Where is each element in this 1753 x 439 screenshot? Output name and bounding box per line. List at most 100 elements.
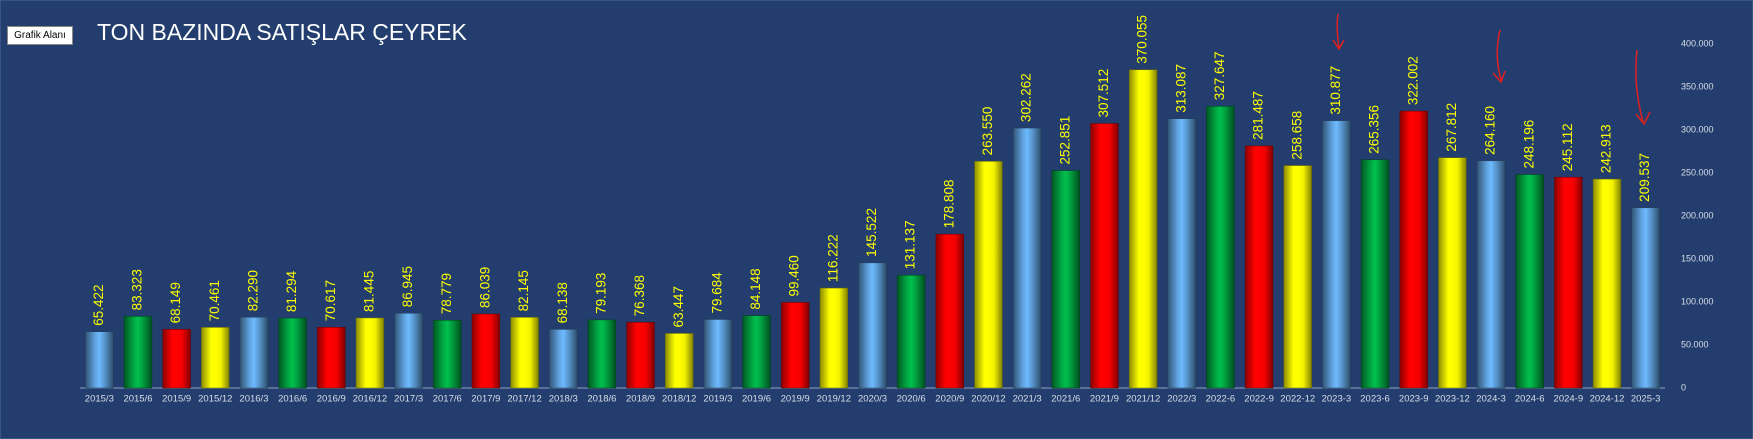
x-tick-label: 2016/3 <box>239 394 268 405</box>
bar <box>1631 207 1660 389</box>
x-tick-label: 2017/9 <box>471 394 500 405</box>
y-tick-label: 150.000 <box>1681 253 1714 263</box>
bar <box>162 329 191 389</box>
bar <box>317 327 346 389</box>
bar <box>1592 178 1622 389</box>
y-tick-label: 50.000 <box>1681 339 1709 349</box>
value-label: 265.356 <box>1367 105 1382 154</box>
bar <box>974 161 1003 389</box>
bar <box>1283 165 1312 389</box>
value-label: 83.323 <box>130 269 145 310</box>
value-label: 302.262 <box>1019 73 1034 122</box>
bar <box>85 331 114 389</box>
bar <box>1476 160 1506 389</box>
value-label: 116.222 <box>825 234 840 282</box>
value-label: 258.658 <box>1289 111 1304 160</box>
value-label: 81.445 <box>362 271 377 312</box>
y-tick-label: 300.000 <box>1681 124 1714 134</box>
x-tick-label: 2015/3 <box>85 394 114 405</box>
x-tick-label: 2021/12 <box>1126 394 1160 405</box>
value-label: 86.945 <box>400 266 415 307</box>
bar <box>896 274 926 389</box>
bar <box>819 287 849 389</box>
x-tick-label: 2018/6 <box>587 394 616 405</box>
x-tick-label: 2018/9 <box>626 394 655 405</box>
value-label: 209.537 <box>1637 153 1652 202</box>
value-label: 264.160 <box>1483 106 1498 155</box>
x-tick-label: 2015/12 <box>198 394 232 405</box>
value-label: 145.522 <box>864 208 879 257</box>
value-label: 310.877 <box>1328 66 1343 115</box>
value-label: 70.461 <box>207 280 222 321</box>
x-tick-label: 2022-12 <box>1280 394 1315 405</box>
x-tick-label: 2023-3 <box>1322 394 1352 405</box>
x-tick-label: 2023-9 <box>1399 394 1429 405</box>
x-tick-label: 2021/9 <box>1090 394 1119 405</box>
bar <box>278 317 307 389</box>
bar <box>394 312 423 389</box>
bar <box>1322 120 1351 389</box>
bar <box>1090 123 1119 389</box>
bar <box>123 316 153 389</box>
value-label: 79.193 <box>593 273 608 314</box>
x-tick-label: 2022-9 <box>1244 394 1274 405</box>
bar <box>239 316 269 389</box>
x-tick-label: 2019/12 <box>817 394 851 405</box>
bar <box>858 262 887 389</box>
x-tick-label: 2018/12 <box>662 394 696 405</box>
y-tick-label: 0 <box>1681 382 1686 392</box>
x-tick-label: 2021/3 <box>1013 394 1042 405</box>
value-label: 178.808 <box>941 179 956 228</box>
value-label: 245.112 <box>1560 123 1575 171</box>
value-label: 65.422 <box>91 284 106 325</box>
value-label: 248.196 <box>1521 120 1536 169</box>
bar <box>935 233 964 389</box>
bar <box>549 329 578 389</box>
bar <box>471 313 501 389</box>
value-label: 263.550 <box>980 107 995 156</box>
value-label: 307.512 <box>1096 69 1111 118</box>
y-tick-label: 400.000 <box>1681 38 1714 48</box>
x-tick-label: 2016/12 <box>353 394 387 405</box>
x-tick-label: 2022/3 <box>1167 394 1196 405</box>
bar <box>1360 159 1390 389</box>
value-label: 370.055 <box>1135 15 1150 64</box>
value-label: 70.617 <box>323 280 338 321</box>
bar <box>1399 110 1428 389</box>
bar <box>703 319 733 389</box>
value-label: 68.138 <box>555 282 570 323</box>
x-tick-label: 2025-3 <box>1631 394 1661 405</box>
value-label: 84.148 <box>748 268 763 309</box>
bar <box>742 315 771 389</box>
x-tick-label: 2024-12 <box>1590 394 1625 405</box>
bar <box>201 327 230 389</box>
bar <box>1128 69 1158 389</box>
x-tick-label: 2022-6 <box>1206 394 1236 405</box>
bar <box>626 322 655 389</box>
x-tick-label: 2015/6 <box>123 394 152 405</box>
x-tick-label: 2018/3 <box>549 394 578 405</box>
x-tick-label: 2024-9 <box>1554 394 1584 405</box>
bar <box>1167 118 1196 389</box>
x-tick-label: 2017/6 <box>433 394 462 405</box>
chart-area-button[interactable]: Grafik Alanı <box>7 26 73 45</box>
value-label: 313.087 <box>1173 64 1188 113</box>
bar <box>1515 174 1544 389</box>
value-label: 81.294 <box>284 270 299 312</box>
x-tick-label: 2021/6 <box>1051 394 1080 405</box>
chart-title: TON BAZINDA SATIŞLAR ÇEYREK <box>97 19 467 45</box>
bar <box>510 317 539 389</box>
value-label: 79.684 <box>709 272 724 314</box>
bar <box>1051 170 1080 389</box>
value-label: 252.851 <box>1057 116 1072 165</box>
x-tick-label: 2016/6 <box>278 394 307 405</box>
bar <box>433 320 462 389</box>
bar <box>1012 127 1042 389</box>
bar <box>1438 157 1467 389</box>
x-tick-label: 2020/3 <box>858 394 887 405</box>
x-tick-label: 2017/12 <box>507 394 541 405</box>
value-label: 78.779 <box>439 273 454 314</box>
value-label: 281.487 <box>1251 91 1266 140</box>
